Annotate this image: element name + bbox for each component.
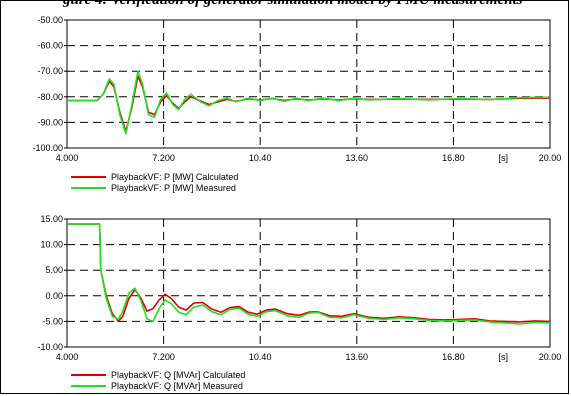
plot-frame <box>66 19 551 149</box>
x-tick-label: 7.200 <box>152 153 175 163</box>
y-tick-label: -60.00 <box>37 41 63 51</box>
x-tick-label: 16.80 <box>442 352 465 362</box>
x-tick-label: 10.40 <box>249 153 272 163</box>
chart-panel-1: -50.00 -60.00 -70.00 -80.00 -90.00 -100.004.0… <box>32 15 561 193</box>
x-axis-unit: [s] <box>498 153 508 163</box>
x-tick-label: 7.200 <box>152 352 175 362</box>
x-tick-label: 20.00 <box>539 352 562 362</box>
y-tick-label: -70.00 <box>37 66 63 76</box>
legend-label: PlaybackVF: P [MW] Measured <box>111 183 236 193</box>
y-tick-label: 0.00 <box>45 291 63 301</box>
y-tick-label: -100.00 <box>32 143 63 153</box>
x-tick-label: 13.60 <box>346 352 369 362</box>
figure-caption: gure 4: Verification of generator simula… <box>63 0 523 8</box>
y-tick-label: -10.00 <box>37 342 63 352</box>
series-line-measured <box>67 70 551 135</box>
y-tick-label: 5.00 <box>45 265 63 275</box>
x-tick-label: 13.60 <box>346 153 369 163</box>
y-tick-label: -80.00 <box>37 92 63 102</box>
y-tick-label: -90.00 <box>37 117 63 127</box>
legend-label: PlaybackVF: Q [MVAr] Calculated <box>111 370 245 380</box>
chart-panel-2: 15.00 10.00 5.00 0.00 -5.00 -10.004.000 7.200 1… <box>37 214 561 391</box>
y-tick-label: -50.00 <box>37 15 63 25</box>
legend-label: PlaybackVF: P [MW] Calculated <box>111 172 238 182</box>
series-line-calculated <box>67 75 551 133</box>
x-tick-label: 16.80 <box>442 153 465 163</box>
series-line-calculated <box>67 223 551 323</box>
legend-label: PlaybackVF: Q [MVAr] Measured <box>111 381 243 391</box>
y-tick-label: 15.00 <box>40 214 63 224</box>
series-line-measured <box>67 223 551 325</box>
x-tick-label: 10.40 <box>249 352 272 362</box>
x-tick-label: 4.000 <box>56 153 79 163</box>
x-axis-unit: [s] <box>498 352 508 362</box>
plot-frame <box>66 218 551 348</box>
y-tick-label: -5.00 <box>42 316 63 326</box>
x-tick-label: 20.00 <box>539 153 562 163</box>
x-tick-label: 4.000 <box>56 352 79 362</box>
y-tick-label: 10.00 <box>40 240 63 250</box>
